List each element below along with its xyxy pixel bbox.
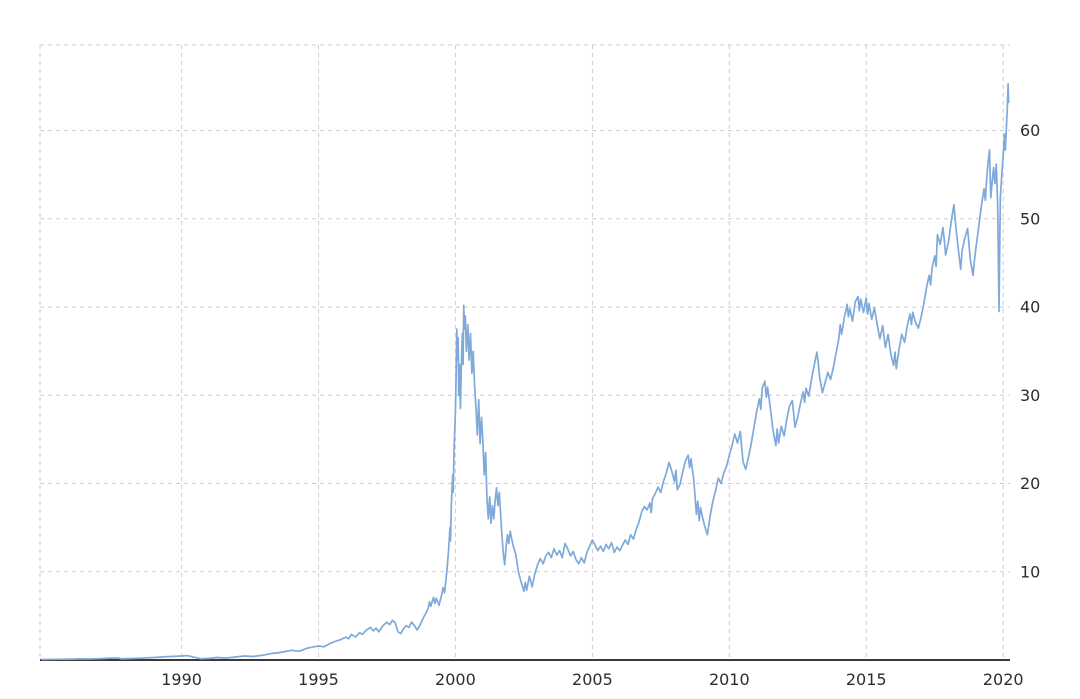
x-tick-label: 2005 xyxy=(572,670,613,689)
x-tick-label: 1995 xyxy=(298,670,339,689)
y-tick-label: 20 xyxy=(1020,474,1040,493)
y-tick-label: 30 xyxy=(1020,386,1040,405)
y-tick-label: 10 xyxy=(1020,562,1040,581)
y-tick-label: 40 xyxy=(1020,298,1040,317)
y-tick-label: 60 xyxy=(1020,121,1040,140)
x-tick-label: 2000 xyxy=(435,670,476,689)
price-line xyxy=(41,82,1010,661)
x-tick-label: 1990 xyxy=(161,670,202,689)
x-tick-label: 2010 xyxy=(709,670,750,689)
y-tick-label: 50 xyxy=(1020,209,1040,228)
x-tick-label: 2015 xyxy=(846,670,887,689)
x-tick-label: 2020 xyxy=(983,670,1024,689)
